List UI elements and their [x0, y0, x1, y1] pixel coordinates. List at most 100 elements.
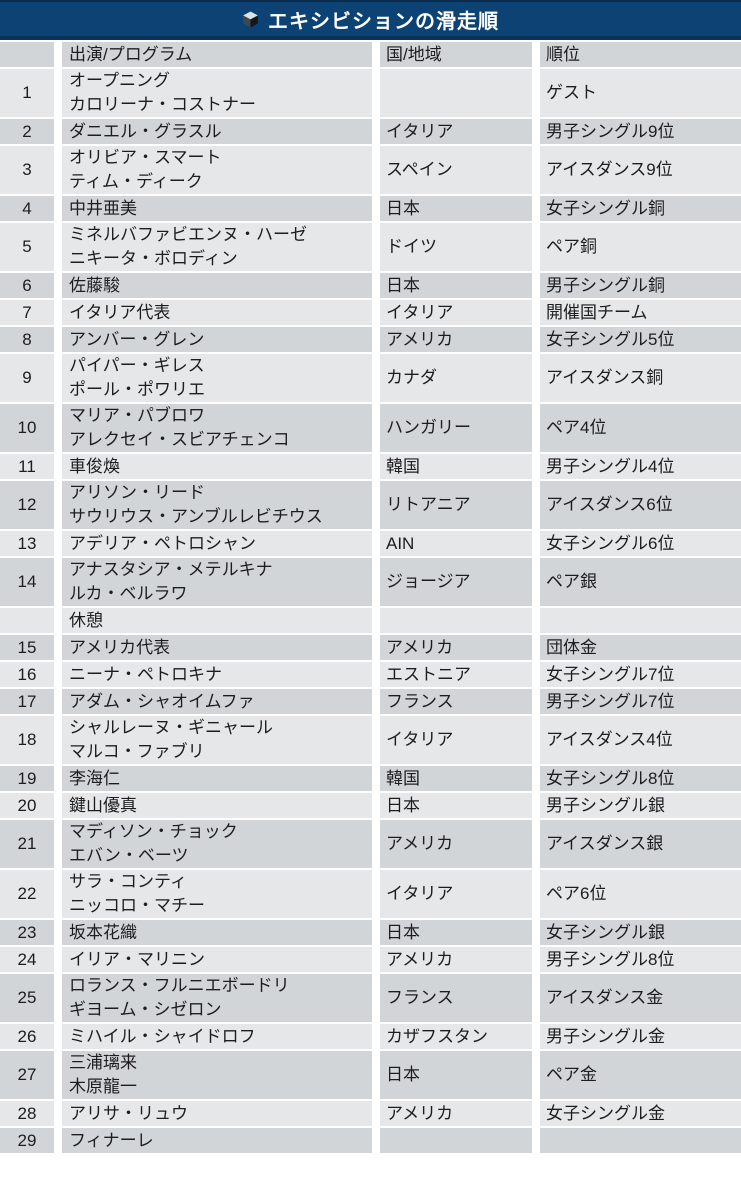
cell-country: ジョージア [380, 558, 532, 606]
cell-performer-text: シャルレーヌ・ギニャール [69, 718, 273, 737]
cell-rank: ペア銅 [540, 223, 741, 271]
header-country: 国/地域 [380, 42, 532, 67]
cell-country: 日本 [380, 273, 532, 298]
table-row: 3 オリビア・スマート ティム・ディーク スペイン アイスダンス9位 [0, 146, 741, 194]
cell-performer-text: 鍵山優真 [69, 795, 137, 815]
cell-country: カナダ [380, 354, 532, 402]
cell-country [380, 608, 532, 633]
cell-rank: アイスダンス6位 [540, 481, 741, 529]
cell-number-text: 26 [17, 1026, 37, 1046]
cell-performer: オリビア・スマート ティム・ディーク [62, 146, 372, 194]
cell-performer-text: 佐藤駿 [69, 275, 120, 295]
cell-rank-text: アイスダンス6位 [546, 495, 673, 514]
cell-performer-text: マリア・パブロワ [69, 406, 205, 425]
cell-number: 22 [0, 870, 54, 918]
table-row: 休憩 [0, 608, 741, 633]
cell-number: 21 [0, 820, 54, 868]
cell-rank: 女子シングル5位 [540, 327, 741, 352]
cell-performer: 中井亜美 [62, 196, 372, 221]
header-performer-text: 出演/プログラム [69, 44, 193, 64]
cell-performer: マディソン・チョック エバン・ベーツ [62, 820, 372, 868]
cell-rank: ペア銀 [540, 558, 741, 606]
cell-number: 16 [0, 662, 54, 687]
table-row: 21 マディソン・チョック エバン・ベーツ アメリカ アイスダンス銀 [0, 820, 741, 868]
cell-number: 7 [0, 300, 54, 325]
cell-performer-text: マディソン・チョック [69, 822, 238, 841]
cell-number: 15 [0, 635, 54, 660]
cell-rank-text: アイスダンス銅 [546, 368, 664, 387]
table-row: 14 アナスタシア・メテルキナ ルカ・ベルラワ ジョージア ペア銀 [0, 558, 741, 606]
cell-rank-text: 女子シングル5位 [546, 329, 675, 349]
cell-rank: アイスダンス金 [540, 974, 741, 1022]
cell-country-text: アメリカ [386, 329, 454, 349]
cell-rank-text: アイスダンス金 [546, 988, 664, 1007]
cell-number: 27 [0, 1051, 54, 1099]
table-row: 25 ロランス・フルニエボードリ ギヨーム・シゼロン フランス アイスダンス金 [0, 974, 741, 1022]
cell-country-text: ジョージア [386, 572, 471, 591]
table-row: 11 車俊煥 韓国 男子シングル4位 [0, 454, 741, 479]
cell-performer-text: 車俊煥 [69, 456, 120, 476]
table-row: 29 フィナーレ [0, 1128, 741, 1153]
cell-number-text: 22 [17, 884, 37, 903]
cell-performer: オープニング カロリーナ・コストナー [62, 69, 372, 117]
cell-rank-text: 女子シングル8位 [546, 768, 675, 788]
cell-country-text: アメリカ [386, 1103, 454, 1123]
cell-country: 日本 [380, 920, 532, 945]
cell-rank: 男子シングル7位 [540, 689, 741, 714]
cell-performer: 坂本花織 [62, 920, 372, 945]
cell-country-text: フランス [386, 988, 454, 1007]
cell-country: イタリア [380, 119, 532, 144]
cell-performer-text: アナスタシア・メテルキナ [69, 560, 273, 579]
cell-performer: 三浦璃来 木原龍一 [62, 1051, 372, 1099]
cell-country [380, 1128, 532, 1153]
cell-number-text: 29 [17, 1130, 37, 1150]
cell-performer-text: ルカ・ベルラワ [69, 584, 188, 603]
cell-performer: 佐藤駿 [62, 273, 372, 298]
cell-rank-text: アイスダンス9位 [546, 160, 673, 179]
cell-number-text: 5 [22, 237, 32, 256]
cell-performer: ニーナ・ペトロキナ [62, 662, 372, 687]
cell-number [0, 608, 54, 633]
cell-rank: 男子シングル銅 [540, 273, 741, 298]
cell-number: 4 [0, 196, 54, 221]
cell-country-text: 日本 [386, 198, 420, 218]
cell-performer: イリア・マリニン [62, 947, 372, 972]
cell-performer-text: ポール・ポワリエ [69, 380, 205, 399]
cell-country-text: 日本 [386, 275, 420, 295]
cell-performer-text: ミネルバファビエンヌ・ハーゼ [69, 225, 307, 244]
cell-rank-text: 男子シングル7位 [546, 691, 675, 711]
cell-rank: 女子シングル銅 [540, 196, 741, 221]
cell-country: イタリア [380, 300, 532, 325]
cell-country: アメリカ [380, 820, 532, 868]
cell-performer-text: 木原龍一 [69, 1077, 137, 1096]
cell-country-text: 日本 [386, 922, 420, 942]
cell-number-text: 28 [17, 1103, 37, 1123]
cell-country-text: 韓国 [386, 456, 420, 476]
cell-performer-text: アンバー・グレン [69, 329, 205, 349]
cell-rank-text: 女子シングル6位 [546, 533, 675, 553]
cell-number: 26 [0, 1024, 54, 1049]
table-row: 4 中井亜美 日本 女子シングル銅 [0, 196, 741, 221]
table-row: 12 アリソン・リード サウリウス・アンブルレビチウス リトアニア アイスダンス6位 [0, 481, 741, 529]
cell-number: 8 [0, 327, 54, 352]
cell-performer-text: エバン・ベーツ [69, 846, 189, 865]
cell-rank-text: 女子シングル銀 [546, 922, 665, 942]
cell-performer-text: ダニエル・グラスル [69, 121, 222, 141]
cell-country: 韓国 [380, 454, 532, 479]
cell-country: アメリカ [380, 1101, 532, 1126]
cell-country: フランス [380, 689, 532, 714]
cell-performer-text: マルコ・ファブリ [69, 742, 205, 761]
cell-number: 12 [0, 481, 54, 529]
cell-rank-text: アイスダンス銀 [546, 834, 664, 853]
cell-country-text: カナダ [386, 368, 437, 387]
cell-number-text: 1 [22, 83, 32, 102]
cell-rank-text: 女子シングル7位 [546, 664, 675, 684]
cell-rank-text: 男子シングル銅 [546, 275, 665, 295]
cell-number: 2 [0, 119, 54, 144]
table-row: 1 オープニング カロリーナ・コストナー ゲスト [0, 69, 741, 117]
cell-performer: アリサ・リュウ [62, 1101, 372, 1126]
cell-number: 17 [0, 689, 54, 714]
cell-performer: サラ・コンティ ニッコロ・マチー [62, 870, 372, 918]
cell-rank: 男子シングル9位 [540, 119, 741, 144]
table-row: 9 パイパー・ギレス ポール・ポワリエ カナダ アイスダンス銅 [0, 354, 741, 402]
